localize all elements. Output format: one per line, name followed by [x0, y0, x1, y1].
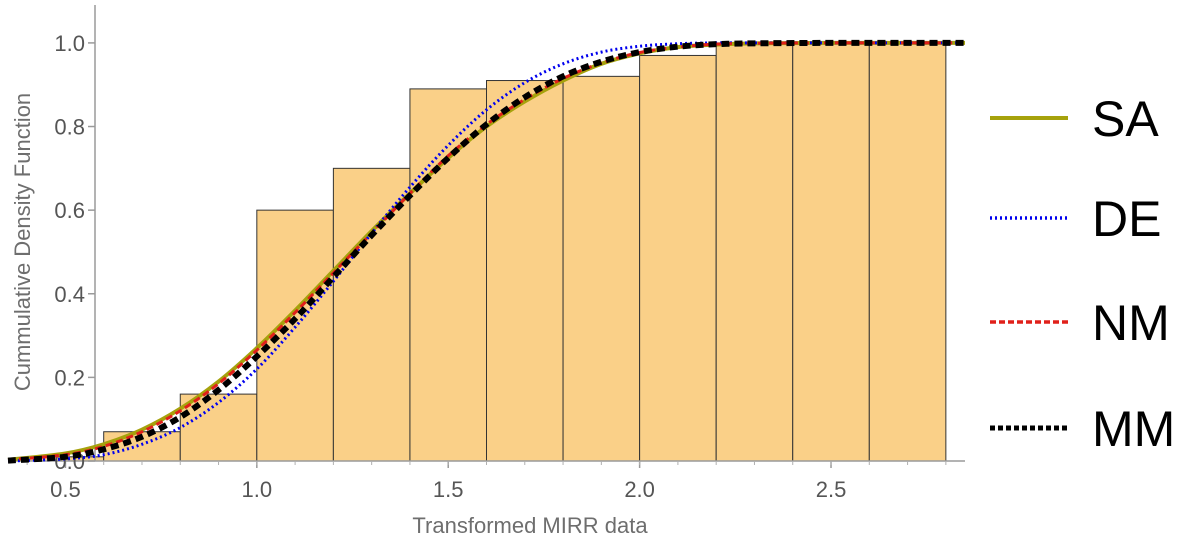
histogram-bar-5	[332, 167, 411, 462]
histogram-bar-9	[639, 54, 717, 462]
legend-label-sa: SA	[1092, 91, 1159, 147]
y-tick-label: 0.6	[54, 198, 85, 223]
histogram-bar-3	[179, 393, 258, 462]
y-tick-label: 1.0	[54, 31, 85, 56]
legend-label-nm: NM	[1092, 295, 1170, 351]
cdf-curves	[7, 39, 966, 464]
series-mm-curve	[7, 39, 966, 464]
legend-label-de: DE	[1092, 191, 1161, 247]
legend-label-mm: MM	[1092, 401, 1175, 457]
histogram-bar-10	[715, 42, 794, 462]
histogram-bar-11	[792, 42, 870, 462]
legend: SA DE NM MM	[990, 91, 1175, 457]
x-tick-label: 1.0	[242, 477, 273, 502]
y-ticks: 0.00.20.40.60.81.0	[54, 31, 95, 474]
y-tick-label: 0.4	[54, 282, 85, 307]
y-tick-label: 0.8	[54, 115, 85, 140]
x-ticks: 0.5 1.0 1.5 2.0 2.5	[26, 461, 947, 502]
x-tick-label: 2.0	[624, 477, 655, 502]
histogram-bar-8	[562, 75, 641, 462]
histogram-bar-12	[868, 42, 947, 462]
x-tick-label: 1.5	[433, 477, 464, 502]
histogram-bars	[26, 42, 947, 462]
histogram-bar-6	[409, 88, 487, 462]
y-tick-label: 0.2	[54, 365, 85, 390]
x-tick-label: 0.5	[50, 477, 81, 502]
y-axis-title: Cummulative Density Function	[10, 93, 35, 391]
x-tick-label: 2.5	[816, 477, 847, 502]
histogram-bar-7	[486, 80, 564, 462]
x-axis-title: Transformed MIRR data	[412, 513, 648, 538]
